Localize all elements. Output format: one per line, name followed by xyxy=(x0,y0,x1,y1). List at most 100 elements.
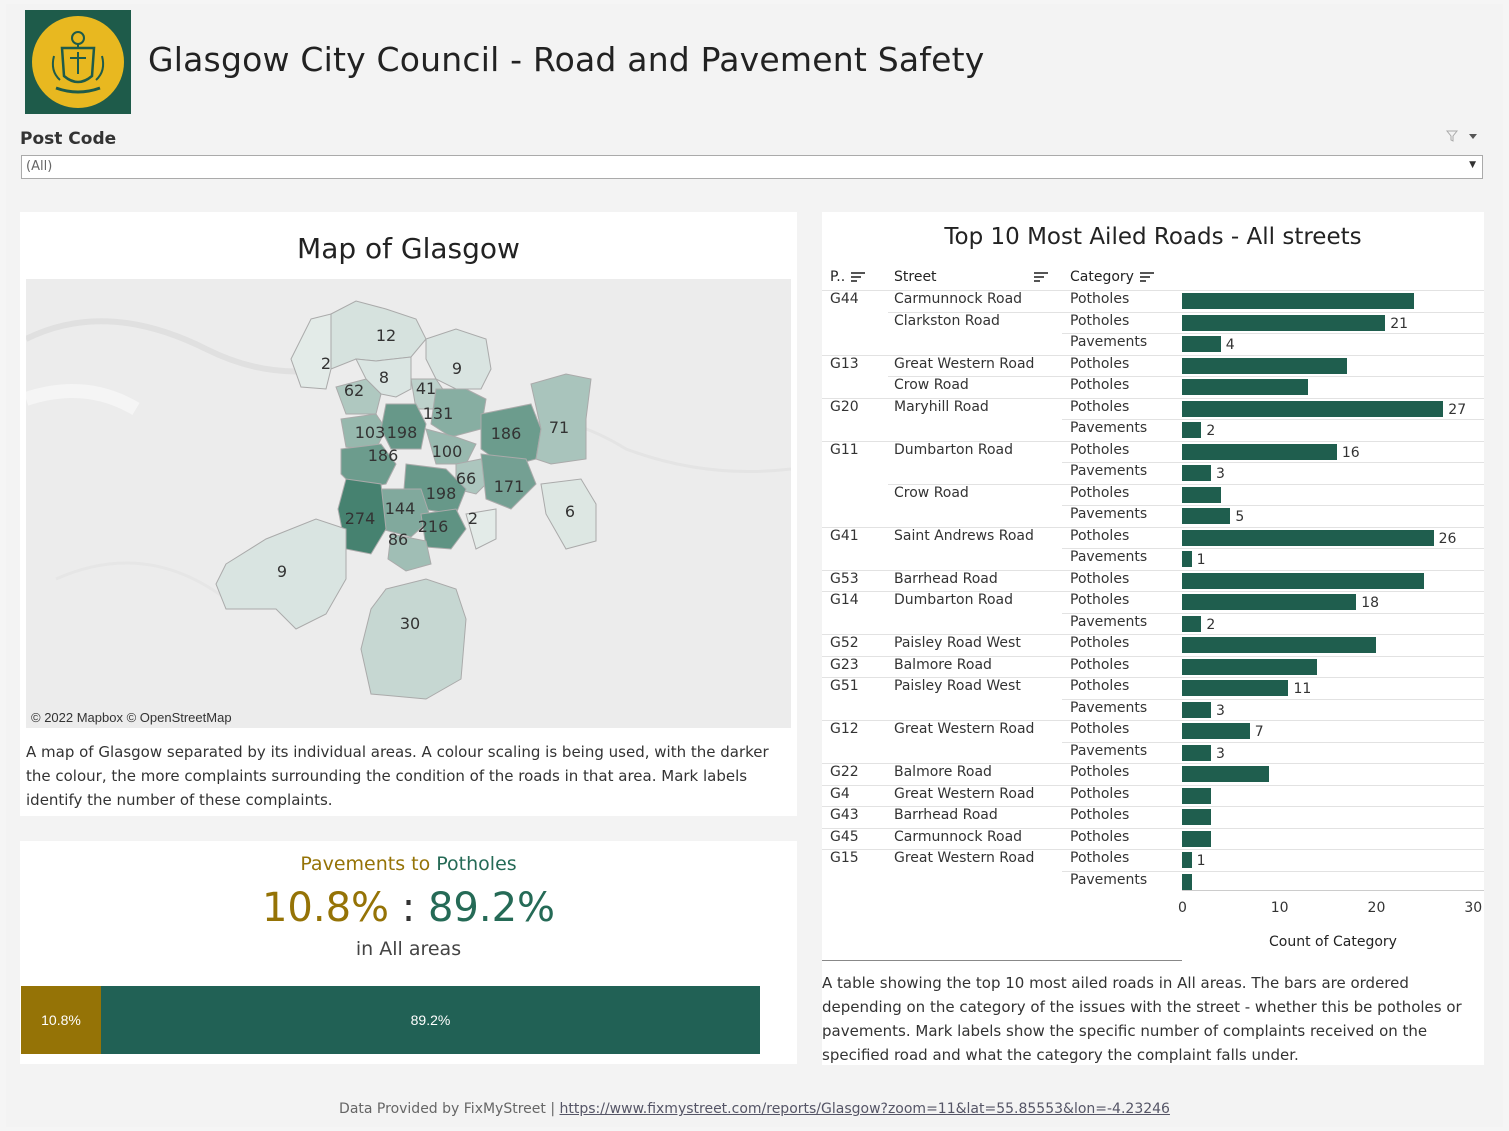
map-area-region[interactable] xyxy=(290,313,332,390)
bar-mark[interactable] xyxy=(1182,680,1289,696)
map-area-region[interactable] xyxy=(340,413,387,450)
bar-mark[interactable] xyxy=(1182,444,1337,460)
row-divider xyxy=(822,591,1484,592)
map-area-label: 186 xyxy=(368,446,399,465)
bar-mark[interactable] xyxy=(1182,831,1212,847)
map-area-region[interactable] xyxy=(340,443,397,490)
map-area-region[interactable] xyxy=(530,373,592,465)
map-area-region[interactable] xyxy=(387,533,432,572)
bar-mark[interactable] xyxy=(1182,465,1212,481)
row-divider xyxy=(822,398,1484,399)
bar-mark[interactable] xyxy=(1182,487,1221,503)
map-area-region[interactable] xyxy=(480,453,537,510)
bar-mark[interactable] xyxy=(1182,336,1221,352)
category-cell: Pavements xyxy=(1070,334,1148,350)
map-area-region[interactable] xyxy=(380,403,427,450)
column-header-category[interactable]: Category xyxy=(1070,269,1154,285)
bar-mark[interactable] xyxy=(1182,788,1212,804)
street-cell: Clarkston Road xyxy=(894,313,1000,329)
bar-mark[interactable] xyxy=(1182,293,1415,309)
map-area-label: 186 xyxy=(491,424,522,443)
bar-mark[interactable] xyxy=(1182,616,1202,632)
sort-icon[interactable] xyxy=(851,272,866,282)
row-divider xyxy=(822,849,1484,850)
x-axis-line xyxy=(1182,890,1484,891)
bar-mark[interactable] xyxy=(1182,874,1192,890)
map-area-label: 2 xyxy=(468,509,478,528)
category-cell: Potholes xyxy=(1070,764,1130,780)
category-cell: Pavements xyxy=(1070,614,1148,630)
divider xyxy=(822,960,1182,961)
map-area-region[interactable] xyxy=(335,378,382,415)
bar-mark[interactable] xyxy=(1182,422,1202,438)
category-cell: Potholes xyxy=(1070,635,1130,651)
map-description: A map of Glasgow separated by its indivi… xyxy=(26,743,769,809)
map-area-region[interactable] xyxy=(425,328,492,390)
column-header-postcode[interactable]: P.. xyxy=(830,269,866,285)
map-area-region[interactable] xyxy=(215,518,347,630)
bar-mark[interactable] xyxy=(1182,745,1212,761)
bar-mark[interactable] xyxy=(1182,702,1212,718)
potholes-segment[interactable]: 89.2% xyxy=(101,986,760,1054)
row-divider xyxy=(822,355,1484,356)
postcode-filter-select[interactable]: (All) ▼ xyxy=(21,155,1483,179)
category-cell: Potholes xyxy=(1070,786,1130,802)
map-area-region[interactable] xyxy=(425,428,477,465)
map-area-label: 144 xyxy=(385,499,416,518)
map-area-region[interactable] xyxy=(337,478,387,555)
bar-mark[interactable] xyxy=(1182,723,1250,739)
bar-value-label: 21 xyxy=(1390,316,1409,332)
bar-mark[interactable] xyxy=(1182,508,1231,524)
bar-value-label: 4 xyxy=(1225,337,1235,353)
column-header-street-sort[interactable] xyxy=(1028,269,1048,285)
bar-value-label: 3 xyxy=(1216,703,1225,719)
top-roads-panel: Top 10 Most Ailed Roads - All streets P.… xyxy=(822,212,1484,1065)
map-area-label: 86 xyxy=(388,530,408,549)
footer-source-link[interactable]: https://www.fixmystreet.com/reports/Glas… xyxy=(559,1101,1170,1117)
bar-mark[interactable] xyxy=(1182,852,1192,868)
postcode-filter-label: Post Code xyxy=(20,129,117,149)
column-header-street[interactable]: Street xyxy=(894,269,937,285)
ratio-area-caption: in All areas xyxy=(355,938,462,960)
bar-mark[interactable] xyxy=(1182,358,1347,374)
sort-icon[interactable] xyxy=(1139,272,1154,282)
bar-mark[interactable] xyxy=(1182,766,1270,782)
bar-mark[interactable] xyxy=(1182,637,1376,653)
bar-value-label: 27 xyxy=(1448,402,1467,418)
filter-menu-icon[interactable] xyxy=(1445,130,1477,145)
bar-mark[interactable] xyxy=(1182,659,1318,675)
map-area-region[interactable] xyxy=(540,478,597,550)
street-cell: Saint Andrews Road xyxy=(894,528,1034,544)
glasgow-map[interactable]: 12 2 8 9 62 41 131 186 71 103 198 100 186 66 171 198 144… xyxy=(26,279,791,728)
pavements-segment[interactable]: 10.8% xyxy=(21,986,101,1054)
bar-mark[interactable] xyxy=(1182,573,1424,589)
map-credit: © 2022 Mapbox © OpenStreetMap xyxy=(31,710,232,725)
map-area-region[interactable] xyxy=(360,578,467,700)
map-area-label: 8 xyxy=(379,368,389,387)
row-divider xyxy=(1062,613,1484,614)
postcode-cell: G44 xyxy=(830,291,859,307)
bar-mark[interactable] xyxy=(1182,551,1192,567)
bar-mark[interactable] xyxy=(1182,401,1444,417)
map-area-region[interactable] xyxy=(465,508,497,550)
map-area-label: 198 xyxy=(426,484,457,503)
bar-mark[interactable] xyxy=(1182,809,1212,825)
bar-mark[interactable] xyxy=(1182,315,1386,331)
pavements-segment-label: 10.8% xyxy=(41,1012,81,1028)
row-divider xyxy=(1062,871,1484,872)
row-divider xyxy=(822,634,1484,635)
row-divider xyxy=(822,763,1484,764)
bar-mark[interactable] xyxy=(1182,594,1357,610)
bar-mark[interactable] xyxy=(1182,379,1308,395)
postcode-cell: G14 xyxy=(830,592,859,608)
map-area-label: 131 xyxy=(423,404,454,423)
bar-mark[interactable] xyxy=(1182,530,1434,546)
map-area-region[interactable] xyxy=(330,300,427,370)
bar-value-label: 5 xyxy=(1235,509,1245,525)
row-divider xyxy=(822,441,1484,442)
category-cell: Potholes xyxy=(1070,377,1130,393)
row-divider xyxy=(822,527,1484,528)
street-cell: Carmunnock Road xyxy=(894,291,1023,307)
map-area-label: 100 xyxy=(432,442,463,461)
sort-icon[interactable] xyxy=(1034,272,1048,282)
